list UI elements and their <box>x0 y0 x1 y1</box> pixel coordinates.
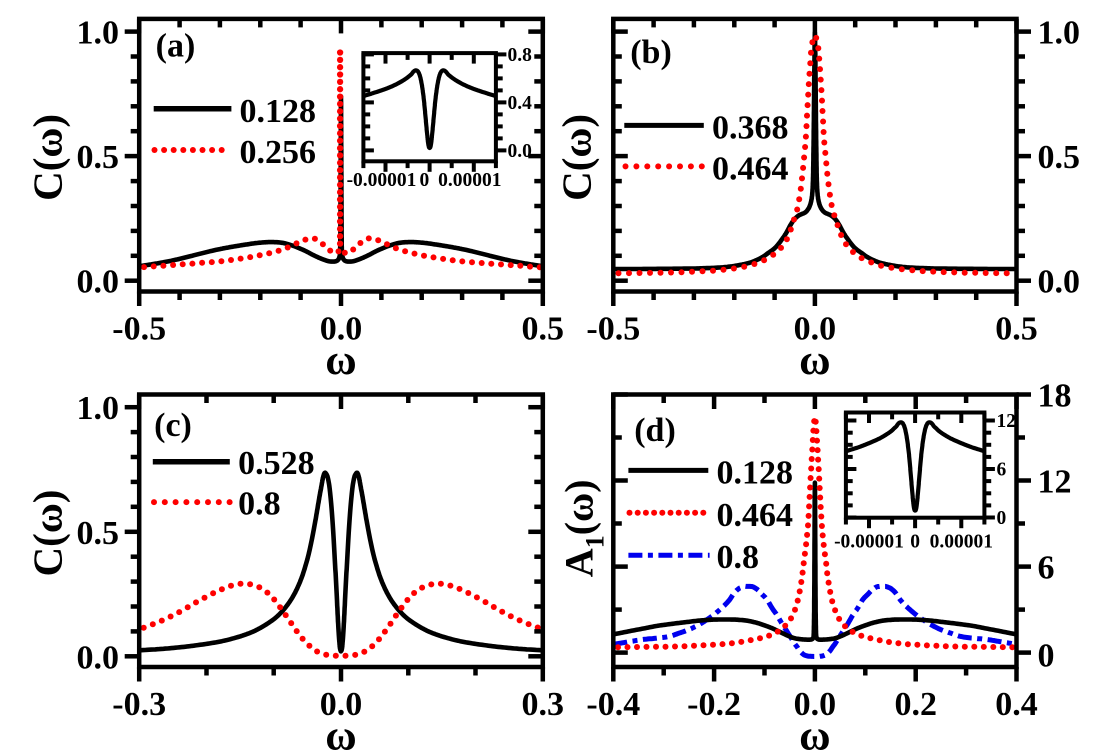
svg-text:ω: ω <box>325 713 356 754</box>
svg-text:0.0: 0.0 <box>1038 264 1081 301</box>
svg-text:0: 0 <box>1038 638 1055 675</box>
svg-text:(b): (b) <box>630 34 672 71</box>
svg-text:-0.5: -0.5 <box>112 310 166 347</box>
svg-text:0: 0 <box>997 508 1007 529</box>
svg-text:(c): (c) <box>154 407 192 444</box>
svg-text:0.5: 0.5 <box>995 310 1038 347</box>
svg-text:0.2: 0.2 <box>894 686 937 723</box>
svg-text:ω: ω <box>325 337 356 384</box>
svg-text:0.5: 0.5 <box>77 515 120 552</box>
svg-text:0.368: 0.368 <box>712 109 789 146</box>
svg-text:0.256: 0.256 <box>240 134 317 171</box>
svg-text:-0.00001: -0.00001 <box>347 170 417 191</box>
svg-text:1.0: 1.0 <box>1038 15 1081 52</box>
svg-text:0.8: 0.8 <box>717 539 760 576</box>
svg-text:C(ω): C(ω) <box>554 114 600 201</box>
svg-text:-0.4: -0.4 <box>586 686 640 723</box>
svg-text:0.128: 0.128 <box>240 93 317 130</box>
svg-text:C(ω): C(ω) <box>25 114 71 201</box>
svg-text:1.0: 1.0 <box>77 390 120 427</box>
svg-text:-0.3: -0.3 <box>112 686 166 723</box>
svg-text:0.8: 0.8 <box>508 45 533 66</box>
svg-text:ω: ω <box>799 713 830 754</box>
svg-text:0.3: 0.3 <box>522 686 565 723</box>
svg-text:1.0: 1.0 <box>77 15 120 52</box>
svg-text:0.0: 0.0 <box>508 141 532 162</box>
svg-text:6: 6 <box>997 460 1007 481</box>
svg-text:ω: ω <box>799 337 830 384</box>
svg-text:12: 12 <box>997 411 1017 432</box>
svg-text:0.8: 0.8 <box>238 486 281 523</box>
svg-text:C(ω): C(ω) <box>25 490 71 577</box>
svg-text:0.00001: 0.00001 <box>930 532 993 553</box>
svg-text:0.5: 0.5 <box>77 139 120 176</box>
svg-text:-0.5: -0.5 <box>586 310 640 347</box>
svg-text:0: 0 <box>420 170 430 191</box>
svg-text:0.4: 0.4 <box>995 686 1038 723</box>
svg-text:0.0: 0.0 <box>794 686 837 723</box>
svg-text:0.0: 0.0 <box>320 310 363 347</box>
svg-text:0.464: 0.464 <box>712 150 789 187</box>
svg-text:(a): (a) <box>156 27 196 64</box>
svg-text:A1(ω): A1(ω) <box>557 479 610 577</box>
svg-text:0.464: 0.464 <box>717 497 794 534</box>
svg-text:0.0: 0.0 <box>77 264 120 301</box>
svg-text:0.00001: 0.00001 <box>438 170 501 191</box>
svg-text:0.5: 0.5 <box>1038 139 1081 176</box>
svg-text:0.4: 0.4 <box>508 93 533 114</box>
svg-text:0.0: 0.0 <box>77 639 120 676</box>
svg-text:-0.00001: -0.00001 <box>834 532 904 553</box>
svg-text:6: 6 <box>1038 550 1055 587</box>
svg-text:0.128: 0.128 <box>717 454 794 491</box>
svg-text:0: 0 <box>910 532 920 553</box>
svg-text:-0.2: -0.2 <box>687 686 741 723</box>
svg-text:0.528: 0.528 <box>238 445 315 482</box>
svg-text:0.0: 0.0 <box>794 310 837 347</box>
svg-text:0.0: 0.0 <box>320 686 363 723</box>
svg-text:(d): (d) <box>634 412 676 449</box>
svg-text:0.5: 0.5 <box>522 310 565 347</box>
svg-text:12: 12 <box>1038 464 1072 501</box>
svg-text:18: 18 <box>1038 378 1072 415</box>
